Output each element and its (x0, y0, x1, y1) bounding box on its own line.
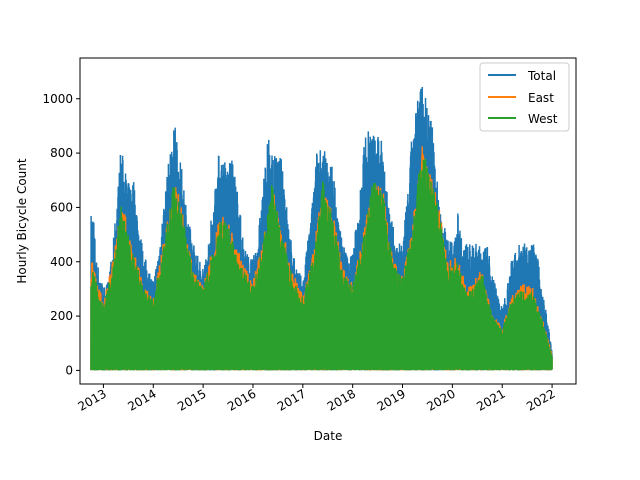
y-tick-label-0: 0 (65, 363, 73, 377)
y-tick-label-800: 800 (50, 146, 73, 160)
series-layer (90, 86, 553, 371)
x-tick-label-2021: 2021 (474, 386, 507, 413)
x-axis-label: Date (314, 429, 343, 443)
legend-label-east: East (528, 91, 554, 105)
legend-frame (479, 62, 570, 132)
legend-label-west: West (528, 112, 558, 126)
y-tick-label-600: 600 (50, 200, 73, 214)
x-tick-label-2020: 2020 (424, 386, 457, 413)
y-tick-label-1000: 1000 (42, 92, 73, 106)
x-tick-label-2015: 2015 (175, 386, 208, 413)
plot-frame (79, 57, 577, 385)
plot-area (79, 57, 577, 385)
x-tick-label-2017: 2017 (275, 386, 308, 413)
x-tick-label-2014: 2014 (125, 386, 158, 413)
x-tick-label-2018: 2018 (325, 386, 358, 413)
y-tick-label-200: 200 (50, 309, 73, 323)
y-axis-label: Hourly Bicycle Count (15, 158, 29, 283)
x-tick-label-2013: 2013 (75, 386, 108, 413)
y-tick-label-400: 400 (50, 255, 73, 269)
x-axis: 2013 2014 2015 2016 2017 2018 2019 2020 2021 2022 (75, 384, 558, 414)
x-tick-label-2016: 2016 (225, 386, 258, 413)
x-tick-label-2022: 2022 (524, 386, 557, 413)
legend-label-total: Total (527, 69, 556, 83)
legend: Total East West (479, 62, 570, 132)
series-line-west (90, 158, 553, 371)
y-axis: 0 200 400 600 800 1000 (42, 92, 80, 377)
x-tick-label-2019: 2019 (375, 386, 408, 413)
